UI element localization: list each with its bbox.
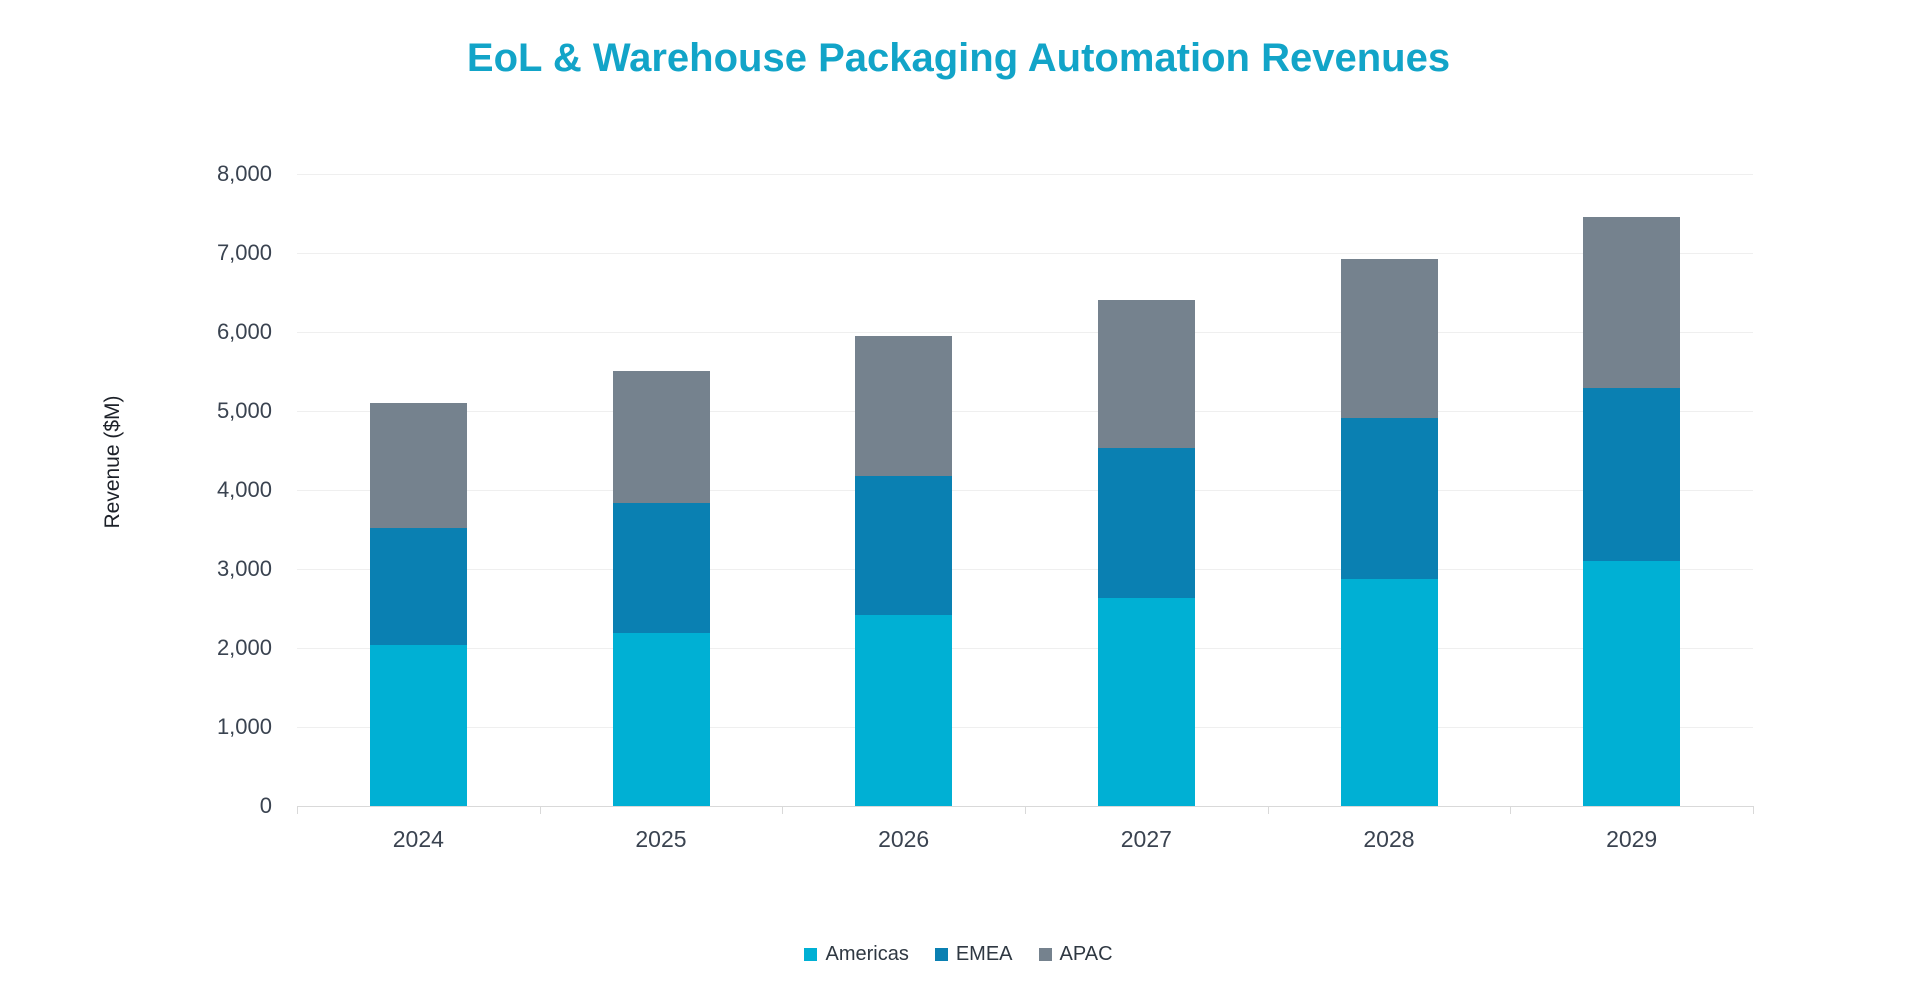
bar-segment-americas-2026 [855, 614, 953, 806]
legend-label-americas: Americas [825, 943, 909, 965]
y-axis-tick-labels: 0 1,000 2,000 3,000 4,000 5,000 6,000 7,000 8,00… [0, 0, 272, 992]
bar-segment-apac-2028 [1340, 258, 1438, 419]
gridline-6000 [297, 332, 1753, 333]
y-tick-label-3000: 3,000 [216, 556, 272, 581]
x-tick-label-2028: 2028 [1363, 826, 1415, 852]
plot-area [297, 174, 1754, 814]
bar-segment-apac-2025 [612, 370, 710, 503]
x-axis-tick [1753, 806, 1754, 814]
x-axis-tick [782, 806, 783, 814]
gridline-8000 [297, 174, 1753, 175]
bar-segment-americas-2024 [369, 644, 467, 806]
bar-segment-apac-2027 [1097, 300, 1195, 449]
bar-segment-emea-2025 [612, 502, 710, 633]
x-axis-labels: 2024 2025 2026 2027 2028 2029 [297, 826, 1753, 858]
gridline-5000 [297, 411, 1753, 412]
legend-label-emea: EMEA [955, 943, 1013, 965]
bar-segment-emea-2027 [1097, 448, 1195, 599]
x-tick-label-2024: 2024 [392, 826, 444, 852]
bar-segment-emea-2024 [369, 527, 467, 645]
gridline-2000 [297, 648, 1753, 649]
legend-item-americas: Americas [804, 943, 909, 966]
x-tick-label-2027: 2027 [1120, 826, 1172, 852]
gridline-3000 [297, 569, 1753, 570]
bar-segment-americas-2027 [1097, 598, 1195, 806]
bar-segment-emea-2029 [1583, 388, 1681, 562]
bar-segment-americas-2028 [1340, 579, 1438, 806]
y-tick-label-0: 0 [259, 793, 272, 818]
legend-item-apac: APAC [1038, 943, 1113, 966]
legend-swatch-emea-icon [934, 948, 948, 961]
y-tick-label-7000: 7,000 [216, 240, 272, 265]
bar-segment-apac-2026 [855, 335, 953, 476]
x-tick-label-2026: 2026 [878, 826, 930, 852]
x-tick-label-2025: 2025 [635, 826, 687, 852]
bar-segment-apac-2024 [369, 403, 467, 528]
y-tick-label-6000: 6,000 [216, 319, 272, 344]
legend: Americas EMEA APAC [0, 943, 1917, 966]
x-tick-label-2029: 2029 [1606, 826, 1658, 852]
bar-segment-apac-2029 [1583, 216, 1681, 389]
gridline-7000 [297, 253, 1753, 254]
y-tick-label-4000: 4,000 [216, 477, 272, 502]
gridline-4000 [297, 490, 1753, 491]
chart-title: EoL & Warehouse Packaging Automation Rev… [466, 36, 1451, 80]
y-tick-label-8000: 8,000 [216, 161, 272, 186]
y-tick-label-5000: 5,000 [216, 398, 272, 423]
bar-segment-americas-2025 [612, 633, 710, 806]
legend-item-emea: EMEA [934, 943, 1013, 966]
legend-swatch-apac-icon [1038, 948, 1052, 961]
bar-segment-emea-2028 [1340, 418, 1438, 580]
y-tick-label-1000: 1,000 [216, 714, 272, 739]
legend-label-apac: APAC [1059, 943, 1113, 965]
x-axis-tick [1025, 806, 1026, 814]
gridline-1000 [297, 727, 1753, 728]
x-axis-tick [297, 806, 298, 814]
x-axis-tick [1268, 806, 1269, 814]
y-tick-label-2000: 2,000 [216, 635, 272, 660]
legend-swatch-americas-icon [804, 948, 818, 961]
bar-segment-americas-2029 [1583, 561, 1681, 806]
x-axis-tick [540, 806, 541, 814]
x-axis-tick [1510, 806, 1511, 814]
bar-segment-emea-2026 [855, 475, 953, 615]
